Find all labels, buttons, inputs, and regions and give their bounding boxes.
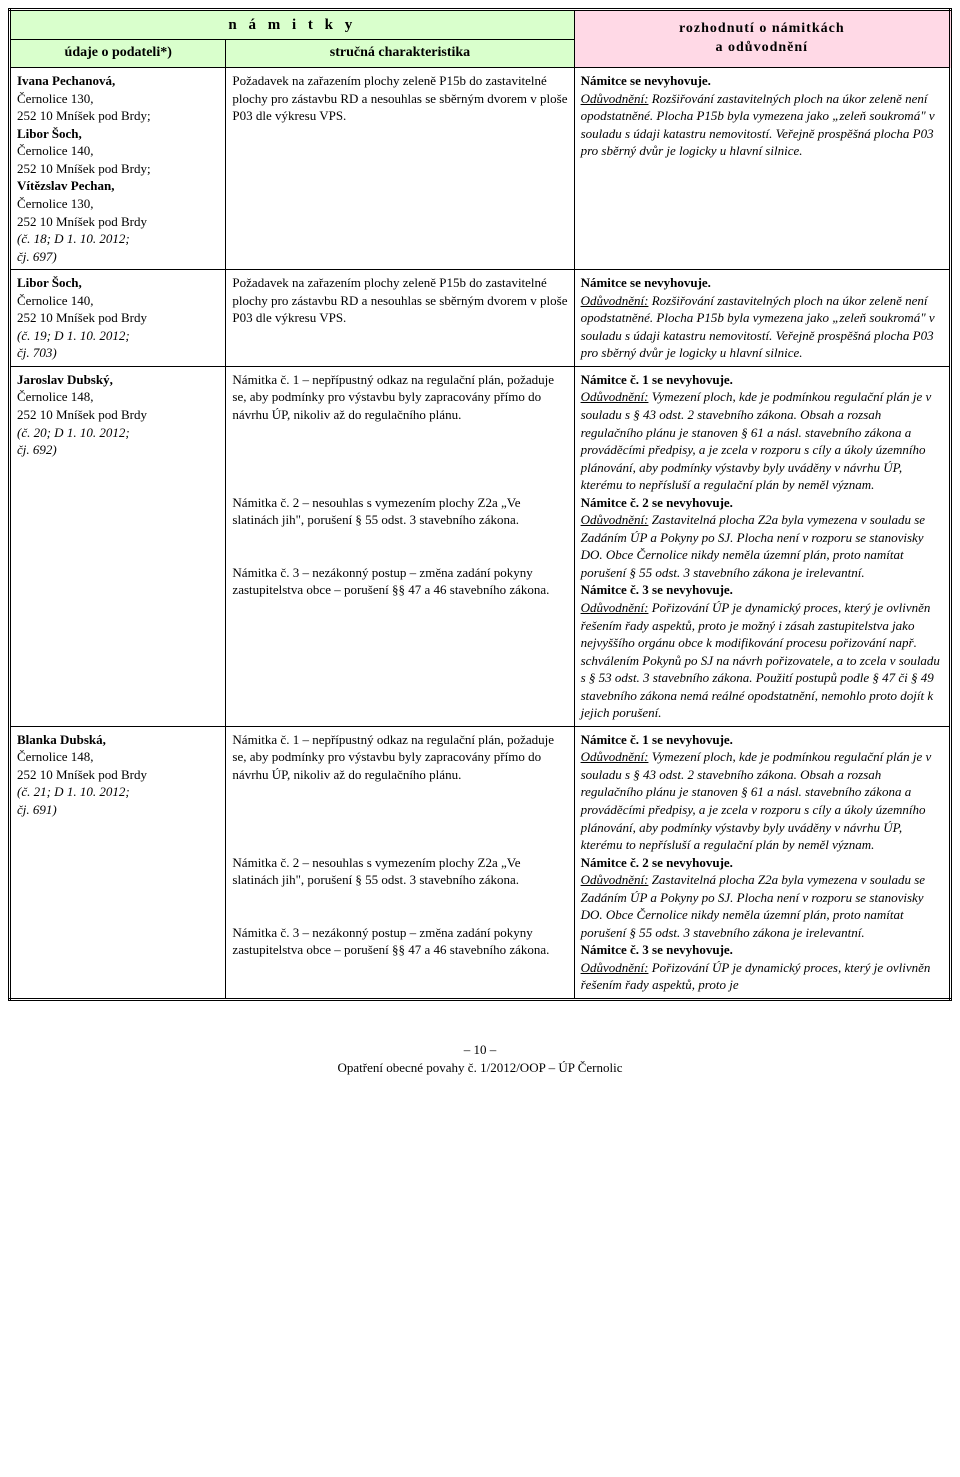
page-footer: – 10 – Opatření obecné povahy č. 1/2012/… bbox=[8, 1041, 952, 1076]
header-decision-line1: rozhodnutí o námitkách bbox=[679, 21, 845, 36]
cell-submitter: Jaroslav Dubský,Černolice 148,252 10 Mní… bbox=[10, 366, 226, 726]
table-row: Blanka Dubská,Černolice 148,252 10 Mníše… bbox=[10, 726, 951, 999]
doc-ref: Opatření obecné povahy č. 1/2012/OOP – Ú… bbox=[338, 1060, 623, 1075]
cell-decision: Námitce č. 1 se nevyhovuje.Odůvodnění: V… bbox=[574, 726, 950, 999]
header-objections: n á m i t k y bbox=[10, 10, 575, 40]
table-body: Ivana Pechanová,Černolice 130,252 10 Mní… bbox=[10, 68, 951, 1000]
header-decision-line2: a odůvodnění bbox=[716, 40, 809, 55]
cell-submitter: Ivana Pechanová,Černolice 130,252 10 Mní… bbox=[10, 68, 226, 270]
cell-characteristic: Námitka č. 1 – nepřípustný odkaz na regu… bbox=[226, 726, 574, 999]
subheader-submitter: údaje o podateli*) bbox=[10, 40, 226, 68]
cell-submitter: Libor Šoch,Černolice 140,252 10 Mníšek p… bbox=[10, 270, 226, 367]
table-row: Jaroslav Dubský,Černolice 148,252 10 Mní… bbox=[10, 366, 951, 726]
header-decision: rozhodnutí o námitkách a odůvodnění bbox=[574, 10, 950, 68]
cell-characteristic: Požadavek na zařazením plochy zeleně P15… bbox=[226, 68, 574, 270]
objections-table: n á m i t k y rozhodnutí o námitkách a o… bbox=[8, 8, 952, 1001]
page-number: – 10 – bbox=[464, 1042, 497, 1057]
cell-decision: Námitce se nevyhovuje.Odůvodnění: Rozšiř… bbox=[574, 68, 950, 270]
cell-characteristic: Požadavek na zařazením plochy zeleně P15… bbox=[226, 270, 574, 367]
cell-decision: Námitce se nevyhovuje.Odůvodnění: Rozšiř… bbox=[574, 270, 950, 367]
cell-decision: Námitce č. 1 se nevyhovuje.Odůvodnění: V… bbox=[574, 366, 950, 726]
cell-characteristic: Námitka č. 1 – nepřípustný odkaz na regu… bbox=[226, 366, 574, 726]
table-row: Ivana Pechanová,Černolice 130,252 10 Mní… bbox=[10, 68, 951, 270]
cell-submitter: Blanka Dubská,Černolice 148,252 10 Mníše… bbox=[10, 726, 226, 999]
table-row: Libor Šoch,Černolice 140,252 10 Mníšek p… bbox=[10, 270, 951, 367]
subheader-characteristic: stručná charakteristika bbox=[226, 40, 574, 68]
